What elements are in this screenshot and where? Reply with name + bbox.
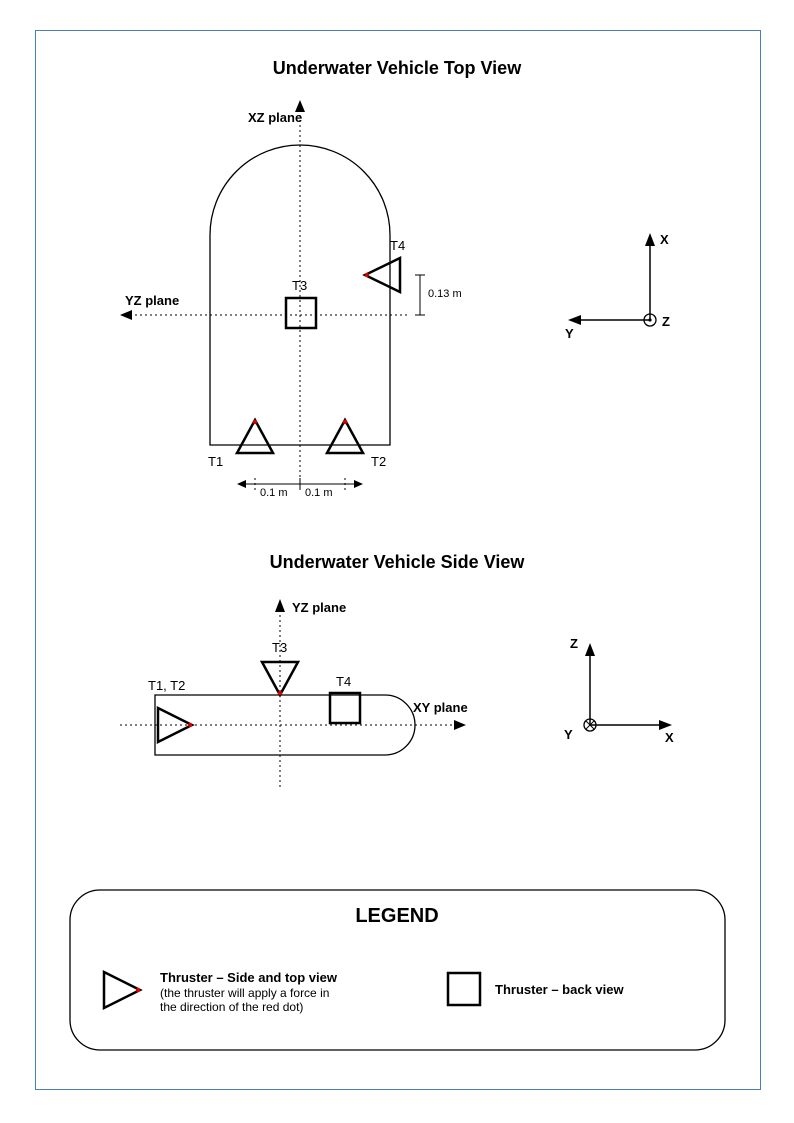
label-t4-side: T4: [336, 674, 351, 689]
coord-z-top: Z: [662, 314, 670, 329]
label-xz-plane: XZ plane: [248, 110, 302, 125]
coord-y-top: Y: [565, 326, 574, 341]
coord-x-side: X: [665, 730, 674, 745]
dim-01-right: 0.1 m: [305, 487, 333, 499]
legend-side-sub2: the direction of the red dot): [160, 1000, 303, 1014]
coord-y-side: Y: [564, 727, 573, 742]
label-t12-side: T1, T2: [148, 678, 185, 693]
label-t4-top: T4: [390, 238, 405, 253]
coord-x-top: X: [660, 232, 669, 247]
legend-back-title: Thruster – back view: [495, 982, 624, 997]
label-t1-top: T1: [208, 454, 223, 469]
side-view-diagram: [0, 530, 794, 890]
legend-side-sub1: (the thruster will apply a force in: [160, 986, 329, 1000]
label-yz-plane: YZ plane: [125, 293, 179, 308]
dim-01-left: 0.1 m: [260, 487, 288, 499]
dim-013: 0.13 m: [428, 288, 462, 300]
label-yz-side: YZ plane: [292, 600, 346, 615]
label-xy-side: XY plane: [413, 700, 468, 715]
label-t3-side: T3: [272, 640, 287, 655]
legend-side-title: Thruster – Side and top view: [160, 970, 337, 985]
label-t2-top: T2: [371, 454, 386, 469]
label-t3-top: T3: [292, 278, 307, 293]
coord-z-side: Z: [570, 636, 578, 651]
legend-title: LEGEND: [0, 905, 794, 928]
